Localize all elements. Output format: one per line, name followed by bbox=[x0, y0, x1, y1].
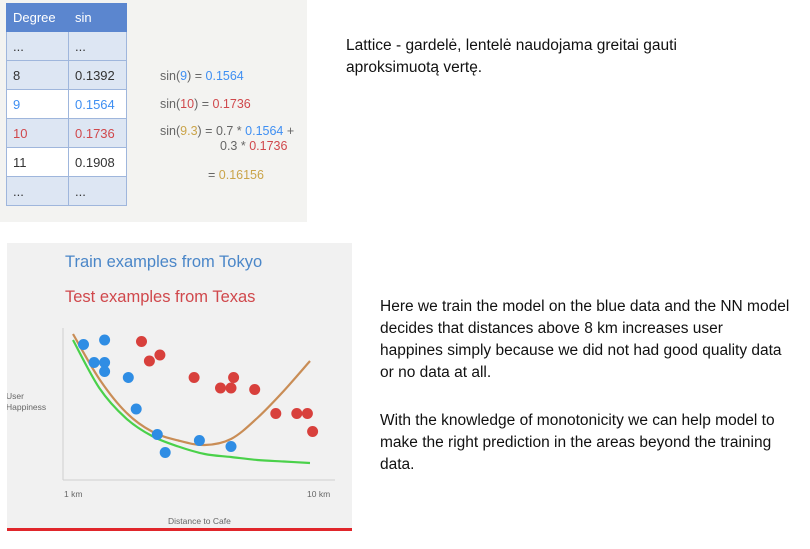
data-points bbox=[78, 334, 319, 458]
test-point bbox=[307, 426, 319, 437]
test-point bbox=[143, 355, 155, 367]
table-row: 11 0.1908 bbox=[6, 147, 127, 177]
table-header-row: Degree sin bbox=[6, 3, 127, 32]
table-cell: 11 bbox=[6, 147, 69, 177]
x-tick-10km: 10 km bbox=[307, 489, 330, 499]
curve-nn-fit bbox=[72, 333, 311, 447]
legend-train-label: Train examples from Tokyo bbox=[65, 253, 262, 271]
formula-arg: 9 bbox=[180, 69, 188, 83]
sin-lookup-table: Degree sin ... ... 8 0.1392 9 0.1564 10 … bbox=[6, 3, 127, 206]
test-point bbox=[188, 372, 200, 383]
train-point bbox=[151, 429, 163, 440]
table-row: ... ... bbox=[6, 31, 127, 61]
formula-text: sin( bbox=[160, 69, 181, 83]
monotonicity-chart-slide: Train examples from Tokyo Test examples … bbox=[7, 243, 352, 531]
table-cell: 8 bbox=[6, 60, 69, 90]
formula-sin93: sin(9.3) = 0.7 * 0.1564 + bbox=[160, 124, 294, 138]
formula-text: + bbox=[283, 124, 295, 138]
train-point bbox=[99, 334, 111, 346]
table-cell: ... bbox=[6, 176, 69, 206]
train-point bbox=[99, 357, 111, 368]
formula-text: ) = 0.7 * bbox=[197, 124, 246, 138]
test-point bbox=[228, 372, 240, 383]
formula-arg: 10 bbox=[180, 97, 195, 111]
column-header-degree: Degree bbox=[6, 3, 69, 32]
formula-value: 0.1564 bbox=[245, 124, 284, 138]
table-cell: 0.1736 bbox=[68, 118, 127, 148]
formula-value: 0.1736 bbox=[249, 139, 288, 153]
test-point bbox=[249, 384, 261, 395]
train-point bbox=[225, 441, 237, 452]
test-point bbox=[225, 382, 237, 394]
formula-value: 0.1564 bbox=[205, 69, 244, 83]
train-point bbox=[122, 372, 134, 383]
formula-text: sin( bbox=[160, 97, 181, 111]
formula-text: 0.3 * bbox=[220, 139, 250, 153]
table-cell: 9 bbox=[6, 89, 69, 119]
table-row-highlighted-blue: 9 0.1564 bbox=[6, 89, 127, 119]
progress-bar-red bbox=[7, 528, 352, 531]
lattice-note: Lattice - gardelė, lentelė naudojama gre… bbox=[346, 37, 677, 76]
table-cell: 0.1908 bbox=[68, 147, 127, 177]
table-row-highlighted-red: 10 0.1736 bbox=[6, 118, 127, 148]
formula-value: 0.1736 bbox=[212, 97, 251, 111]
column-header-sin: sin bbox=[68, 3, 127, 32]
monotonicity-note: With the knowledge of monotonicity we ca… bbox=[380, 412, 775, 473]
formula-text: ) = bbox=[187, 69, 206, 83]
train-point bbox=[193, 435, 205, 446]
formula-value: 0.16156 bbox=[218, 168, 264, 182]
test-point bbox=[215, 382, 226, 394]
legend-test-label: Test examples from Texas bbox=[65, 288, 255, 306]
formula-text: ) = bbox=[194, 97, 213, 111]
y-axis-label-line2: Happiness bbox=[7, 402, 46, 412]
curve-monotonic-fit bbox=[72, 339, 311, 465]
test-point bbox=[136, 336, 147, 347]
table-cell: 0.1564 bbox=[68, 89, 127, 119]
table-cell: 10 bbox=[6, 118, 69, 148]
test-point bbox=[291, 408, 303, 419]
formula-text: sin( bbox=[160, 124, 181, 138]
test-point bbox=[301, 408, 313, 419]
formula-text: = bbox=[208, 168, 219, 182]
test-point bbox=[270, 408, 282, 419]
table-cell: 0.1392 bbox=[68, 60, 127, 90]
training-note: Here we train the model on the blue data… bbox=[380, 298, 790, 381]
formula-sin10: sin(10) = 0.1736 bbox=[160, 97, 251, 111]
table-row: 8 0.1392 bbox=[6, 60, 127, 90]
train-point bbox=[78, 339, 89, 350]
table-cell: ... bbox=[6, 31, 69, 61]
train-point bbox=[88, 357, 100, 368]
chart-svg: Train examples from Tokyo Test examples … bbox=[7, 253, 335, 526]
table-cell: ... bbox=[68, 31, 127, 61]
fit-curves bbox=[72, 333, 311, 465]
y-axis-label-line1: User bbox=[7, 391, 24, 401]
formula-arg: 9.3 bbox=[180, 124, 198, 138]
formula-sin9: sin(9) = 0.1564 bbox=[160, 69, 244, 83]
formula-sin93-line2: 0.3 * 0.1736 bbox=[220, 139, 287, 153]
train-point bbox=[99, 366, 111, 377]
lookup-table-slide: Degree sin ... ... 8 0.1392 9 0.1564 10 … bbox=[0, 0, 307, 222]
x-tick-1km: 1 km bbox=[64, 489, 82, 499]
table-cell: ... bbox=[68, 176, 127, 206]
train-point bbox=[159, 447, 171, 458]
train-point bbox=[130, 403, 142, 415]
test-point bbox=[154, 349, 166, 361]
formula-result: = 0.16156 bbox=[208, 168, 264, 182]
x-axis-label: Distance to Cafe bbox=[168, 516, 231, 526]
table-row: ... ... bbox=[6, 176, 127, 206]
y-axis-label: User Happiness bbox=[7, 391, 46, 412]
